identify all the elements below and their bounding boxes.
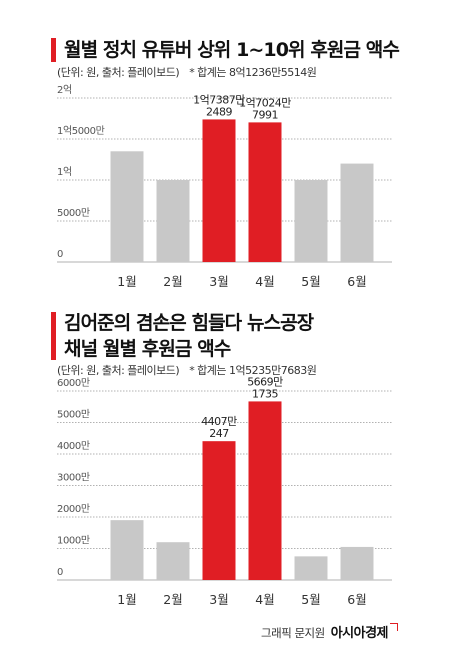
y-tick-label: 5000만 [57, 207, 90, 219]
bar-chart-monthly-top10: 0 5000만 1억 1억5000만 2억 1월 2월 1억7387만 2489 3월 1억7024… [57, 84, 392, 289]
x-category-label: 5월 [301, 592, 320, 607]
bar-3월 [202, 119, 236, 262]
bar-value-label: 1억7024만 7991 [239, 96, 291, 121]
x-category-label: 5월 [301, 274, 320, 289]
y-tick-label: 4000만 [57, 440, 90, 452]
bar-1월 [110, 151, 144, 262]
y-tick-label: 5000만 [57, 409, 90, 421]
bar-3월 [202, 441, 236, 580]
x-category-label: 1월 [117, 274, 136, 289]
bar-chart-news-factory: 0 1000만 2000만 3000만 4000만 5000만 6000만 1월 2월 4407만… [57, 375, 392, 607]
x-category-label: 6월 [347, 274, 366, 289]
chart-panel-2: 김어준의 겸손은 힘들다 뉴스공장 채널 월별 후원금 액수 (단위: 원, 출… [0, 300, 450, 620]
y-tick-label: 0 [57, 249, 63, 260]
bar-2월 [156, 542, 190, 580]
chart-subtitle: (단위: 원, 출처: 플레이보드) * 합계는 8억1236만5514원 [57, 64, 317, 80]
bar-6월 [340, 546, 374, 580]
y-tick-label: 3000만 [57, 472, 90, 484]
bar-6월 [340, 163, 374, 262]
title-accent-bar [51, 38, 56, 62]
title-accent-bar [51, 312, 56, 360]
total-note: * 합계는 8억1236만5514원 [189, 66, 317, 79]
bar-2월 [156, 180, 190, 262]
x-category-label: 4월 [255, 592, 274, 607]
footer-credit: 그래픽 문지원 아시아경제 [261, 622, 398, 641]
x-category-label: 3월 [209, 274, 228, 289]
bar-5월 [294, 556, 328, 580]
bar-4월 [248, 122, 282, 263]
chart-title: 김어준의 겸손은 힘들다 뉴스공장 채널 월별 후원금 액수 [64, 312, 314, 360]
bar-1월 [110, 520, 144, 580]
chart-title: 월별 정치 유튜버 상위 1~10위 후원금 액수 [64, 39, 400, 61]
graphic-credit: 그래픽 문지원 [261, 626, 325, 640]
y-tick-label: 1억5000만 [57, 125, 105, 137]
x-category-label: 2월 [163, 592, 182, 607]
bar-value-label: 4407만 247 [201, 415, 237, 440]
y-tick-label: 1000만 [57, 535, 90, 547]
x-category-label: 1월 [117, 592, 136, 607]
x-category-label: 2월 [163, 274, 182, 289]
x-category-label: 3월 [209, 592, 228, 607]
x-category-label: 6월 [347, 592, 366, 607]
chart-panel-1: 월별 정치 유튜버 상위 1~10위 후원금 액수 (단위: 원, 출처: 플레… [0, 0, 450, 300]
y-tick-label: 6000만 [57, 377, 90, 389]
y-tick-label: 2억 [57, 84, 72, 96]
bar-4월 [248, 401, 282, 580]
brand-mark-icon [390, 623, 398, 631]
unit-note: (단위: 원, 출처: 플레이보드) [57, 364, 180, 377]
x-category-label: 4월 [255, 274, 274, 289]
brand-logo: 아시아경제 [330, 626, 389, 641]
y-tick-label: 0 [57, 567, 63, 578]
total-note: * 합계는 1억5235만7683원 [189, 364, 317, 377]
chart-subtitle: (단위: 원, 출처: 플레이보드) * 합계는 1억5235만7683원 [57, 362, 317, 378]
bar-value-label: 5669만 1735 [247, 375, 283, 400]
bar-5월 [294, 180, 328, 262]
y-tick-label: 2000만 [57, 503, 90, 515]
y-tick-label: 1억 [57, 166, 72, 178]
bar-value-label: 1억7387만 2489 [193, 93, 245, 118]
unit-note: (단위: 원, 출처: 플레이보드) [57, 66, 180, 79]
